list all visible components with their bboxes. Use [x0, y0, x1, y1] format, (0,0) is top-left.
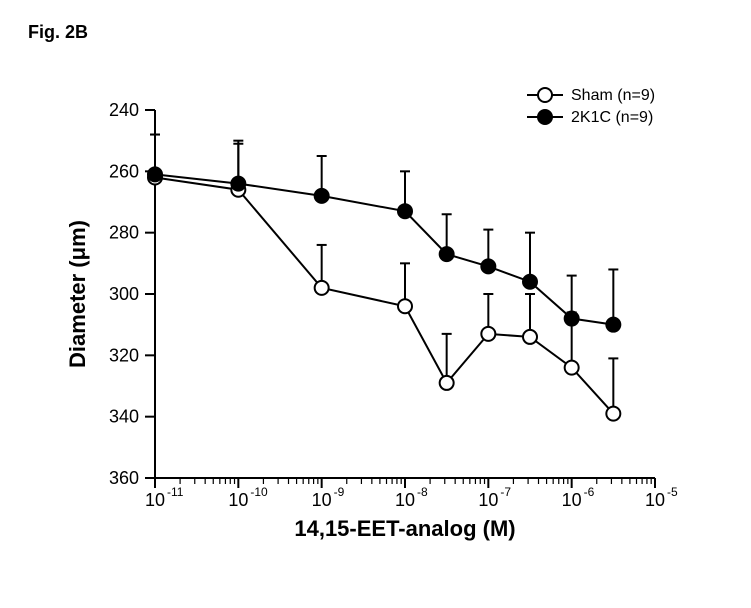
svg-text:360: 360: [109, 468, 139, 488]
svg-text:240: 240: [109, 100, 139, 120]
svg-text:-7: -7: [500, 485, 511, 499]
svg-text:340: 340: [109, 407, 139, 427]
svg-text:10: 10: [562, 490, 582, 510]
svg-text:Sham (n=9): Sham (n=9): [571, 87, 655, 104]
svg-text:320: 320: [109, 345, 139, 365]
svg-text:10: 10: [145, 490, 165, 510]
svg-text:14,15-EET-analog (M): 14,15-EET-analog (M): [294, 516, 515, 541]
svg-text:300: 300: [109, 284, 139, 304]
svg-text:2K1C (n=9): 2K1C (n=9): [571, 109, 653, 126]
svg-text:10: 10: [228, 490, 248, 510]
svg-text:-9: -9: [334, 485, 345, 499]
svg-text:10: 10: [395, 490, 415, 510]
svg-text:10: 10: [645, 490, 665, 510]
svg-text:-8: -8: [417, 485, 428, 499]
svg-text:10: 10: [478, 490, 498, 510]
svg-text:280: 280: [109, 223, 139, 243]
svg-text:260: 260: [109, 161, 139, 181]
svg-text:-6: -6: [584, 485, 595, 499]
chart-svg: 24026028030032034036010-1110-1010-910-81…: [0, 0, 751, 603]
svg-text:Diameter (μm): Diameter (μm): [65, 220, 90, 368]
svg-text:10: 10: [312, 490, 332, 510]
svg-text:-10: -10: [250, 485, 268, 499]
chart-container: 24026028030032034036010-1110-1010-910-81…: [0, 0, 751, 608]
svg-text:-5: -5: [667, 485, 678, 499]
svg-text:-11: -11: [167, 485, 184, 499]
